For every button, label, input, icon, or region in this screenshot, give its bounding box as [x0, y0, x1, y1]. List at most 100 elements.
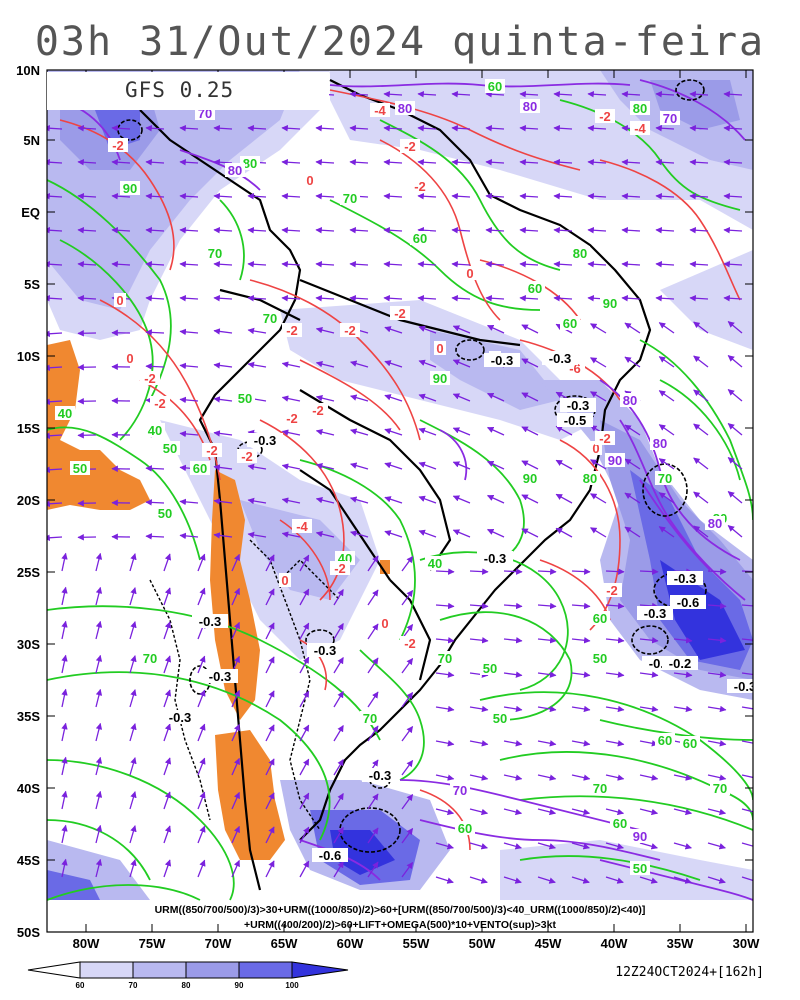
wind-arrow — [452, 461, 471, 470]
wind-arrow — [383, 91, 403, 98]
wind-arrow — [281, 531, 301, 538]
lon-label: 65W — [271, 936, 298, 951]
wind-arrow — [95, 858, 103, 878]
wind-arrow — [197, 791, 206, 810]
wind-arrow — [655, 193, 675, 200]
wind-arrow — [537, 842, 556, 850]
contour-label-green: 50 — [235, 391, 255, 406]
wind-arrow — [741, 570, 753, 573]
contour-label-purple: 80 — [650, 436, 670, 451]
wind-arrow — [555, 493, 573, 504]
wind-arrow — [469, 774, 489, 781]
lon-label: 60W — [337, 936, 364, 951]
wind-arrow — [553, 227, 573, 234]
contour-label-red: -2 — [595, 431, 615, 446]
svg-text:60: 60 — [613, 816, 627, 831]
wind-arrow — [213, 498, 233, 505]
svg-text:-2: -2 — [334, 561, 346, 576]
wind-arrow — [163, 689, 172, 708]
wind-arrow — [129, 655, 137, 674]
wind-arrow — [197, 689, 206, 708]
wind-arrow — [435, 876, 454, 884]
wind-arrow — [503, 774, 523, 781]
wind-arrow — [639, 842, 658, 850]
lat-label: 10N — [16, 63, 40, 78]
contour-label-green: 60 — [190, 461, 210, 476]
wind-arrow — [521, 528, 539, 538]
wind-arrow — [163, 859, 172, 878]
wind-arrow — [333, 793, 344, 810]
svg-text:0: 0 — [116, 293, 123, 308]
contour-label-green: 90 — [120, 181, 140, 196]
wind-arrow — [197, 553, 206, 572]
wind-arrow — [555, 459, 573, 470]
contour-label-green: 60 — [410, 231, 430, 246]
lat-label: 35S — [17, 709, 40, 724]
wind-arrow — [418, 427, 437, 436]
wind-arrow — [367, 657, 379, 674]
contour-label-red: 0 — [124, 351, 136, 366]
wind-arrow — [485, 295, 505, 302]
wind-arrow — [163, 791, 172, 810]
svg-text:-4: -4 — [374, 103, 386, 118]
wind-arrow — [469, 602, 489, 610]
wind-arrow — [503, 602, 523, 610]
wind-arrow — [129, 723, 137, 742]
contour-label-green: 40 — [55, 406, 75, 421]
wind-arrow — [417, 295, 437, 302]
wind-arrow — [624, 458, 641, 470]
wind-arrow — [315, 261, 335, 268]
wind-arrow — [487, 528, 505, 538]
wind-arrow — [213, 362, 233, 369]
wind-arrow — [47, 330, 63, 337]
wind-arrow — [299, 826, 310, 844]
svg-text:70: 70 — [453, 783, 467, 798]
wind-arrow — [401, 793, 414, 810]
wind-arrow — [129, 757, 137, 776]
wind-arrow — [693, 423, 709, 436]
svg-text:70: 70 — [713, 781, 727, 796]
colorbar-tick-label: 60 — [76, 981, 85, 990]
contour-label-black: -0.3 — [542, 351, 578, 366]
svg-text:-0.2: -0.2 — [669, 656, 691, 671]
wind-arrow — [163, 621, 172, 640]
wind-arrow — [741, 740, 753, 744]
wind-arrow — [265, 860, 275, 878]
wind-arrow — [197, 723, 206, 742]
wind-arrow — [47, 466, 63, 473]
lat-label: 25S — [17, 565, 40, 580]
contour-label-green: 50 — [160, 441, 180, 456]
wind-arrow — [47, 227, 63, 234]
svg-text:60: 60 — [193, 461, 207, 476]
wind-arrow — [145, 125, 165, 132]
wind-arrow — [418, 359, 437, 368]
contour-label-purple: 90 — [630, 829, 650, 844]
wind-arrow — [571, 842, 590, 850]
wind-arrow — [418, 393, 437, 402]
svg-text:90: 90 — [608, 453, 622, 468]
svg-text:60: 60 — [658, 733, 672, 748]
wind-arrow — [163, 553, 172, 572]
svg-text:0: 0 — [381, 616, 388, 631]
contour-label-green: 70 — [205, 246, 225, 261]
formula-line-1: URM((850/700/500)/3)>30+URM((1000/850)/2… — [154, 904, 646, 916]
wind-arrow — [163, 723, 172, 742]
wind-arrow — [247, 193, 267, 200]
wind-arrow — [741, 774, 753, 779]
contour-label-red: -4 — [370, 103, 390, 118]
wind-arrow — [77, 227, 97, 234]
wind-arrow — [95, 586, 103, 606]
lat-label: 15S — [17, 421, 40, 436]
wind-arrow — [519, 295, 539, 302]
wind-arrow — [673, 671, 693, 678]
wind-arrow — [213, 396, 233, 403]
wind-arrow — [247, 295, 267, 302]
wind-arrow — [451, 261, 471, 268]
wind-arrow — [281, 463, 301, 470]
wind-arrow — [95, 790, 103, 810]
wind-arrow — [673, 876, 692, 884]
wind-arrow — [197, 859, 206, 878]
wind-arrow — [624, 526, 641, 538]
wind-arrow — [401, 725, 414, 742]
wind-arrow — [401, 657, 414, 674]
